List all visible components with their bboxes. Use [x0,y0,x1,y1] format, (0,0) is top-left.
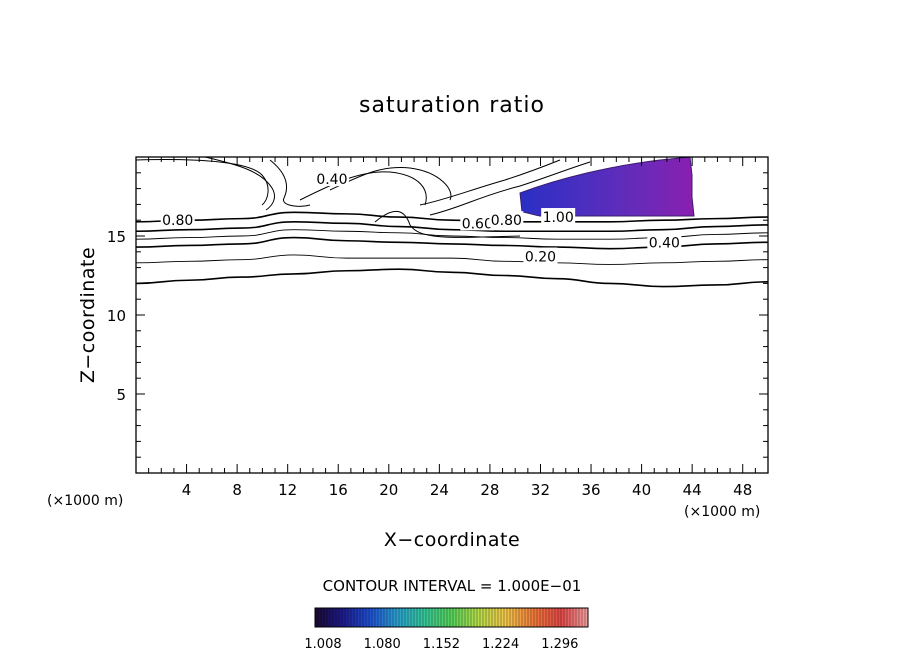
contour-interval-note: CONTOUR INTERVAL = 1.000E−01 [323,577,582,595]
contour-line [136,254,768,265]
contour-line [136,268,768,288]
contour-label-bg [523,247,558,264]
contour-line [329,167,452,201]
colorbar-tick-label: 1.080 [364,637,401,652]
contour-line [269,159,311,207]
y-tick-label: 5 [116,386,126,404]
x-tick-label: 48 [733,481,752,499]
contour-label-bg [647,233,682,250]
y-tick-label: 15 [107,228,126,246]
contour-line [204,157,275,211]
x-tick-label: 20 [379,481,398,499]
x-tick-label: 36 [581,481,600,499]
y-axis-label: Z−coordinate [77,247,99,383]
x-tick-label: 28 [480,481,499,499]
x-tick-label: 40 [632,481,651,499]
x-tick-label: 32 [531,481,550,499]
colorbar-tick-label: 1.008 [304,637,341,652]
chart-title: saturation ratio [359,93,545,118]
x-tick-label: 44 [683,481,702,499]
x-tick-label: 12 [278,481,297,499]
contour-label: 1.00 [543,210,574,226]
supersaturated-region [519,157,695,217]
contour-line [136,211,768,223]
contour-line [299,171,427,206]
contour-label-bg [460,214,495,231]
y-tick-label: 10 [107,307,126,325]
x-tick-label: 4 [182,481,192,499]
x-unit-label-left: (×1000 m) [47,493,123,509]
contour-label-bg [160,211,195,228]
contour-label: 0.20 [525,250,556,266]
x-tick-label: 16 [329,481,348,499]
contour-line [374,211,521,238]
x-unit-label-right: (×1000 m) [684,504,760,520]
contour-label-bg [314,170,349,187]
colorbar-tick-label: 1.152 [423,637,460,652]
x-axis-label: X−coordinate [384,529,520,551]
colorbar: 1.008 1.080 1.152 1.224 1.296 [304,607,589,652]
contour-line [419,159,561,206]
contour-label: 0.80 [491,213,522,229]
contour-line [429,161,591,216]
x-tick-label: 8 [232,481,242,499]
contour-line [136,220,768,233]
contour-label: 0.60 [462,216,493,232]
contour-label: 0.40 [649,235,680,251]
colorbar-tick-label: 1.296 [541,637,578,652]
x-tick-label: 24 [430,481,449,499]
contour-label: 0.40 [316,172,347,188]
contour-label-bg [541,208,576,225]
contour-label: 0.80 [162,213,193,229]
colorbar-tick-label: 1.224 [482,637,519,652]
colorbar-fill [314,607,589,628]
contour-label-bg [489,211,524,228]
contour-labels: 0.800.400.600.80 1.000.400.20 [160,170,682,266]
contour-line [136,159,269,206]
